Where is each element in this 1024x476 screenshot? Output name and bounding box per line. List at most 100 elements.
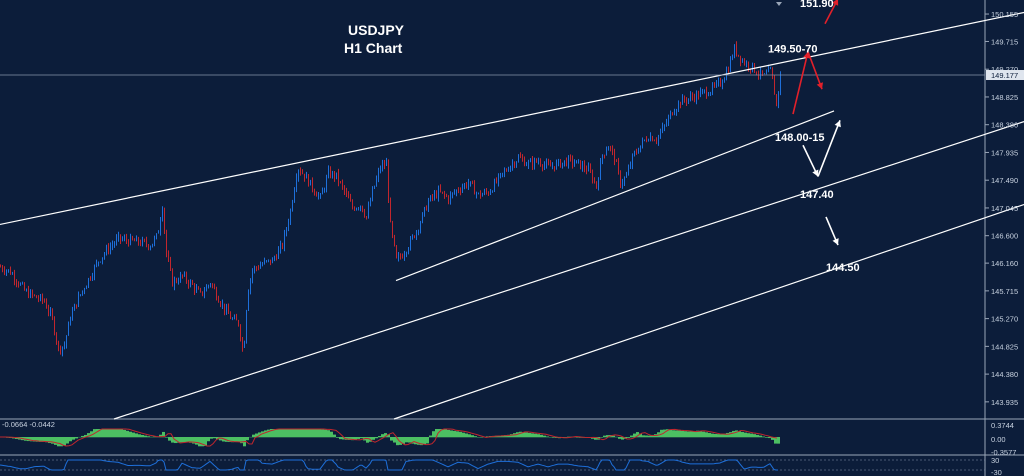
indicator-histogram-bar [351,437,354,441]
price-target-label: 149.50-70 [768,44,818,56]
indicator-histogram-bar [183,437,186,443]
forecast-arrows [792,0,841,246]
arrow-shaft [792,51,809,115]
indicator-histogram-bar [90,431,93,438]
indicator-histogram-bar [357,437,360,439]
indicator-tick-label: -0.3577 [991,448,1016,457]
indicator-histogram-bar [273,429,276,438]
indicator-histogram-bar [627,437,630,438]
y-tick-label: 148.825 [991,93,1018,102]
arrow-head-icon [832,0,839,6]
indicator-histogram-bar [414,437,417,445]
indicator-histogram-bar [375,437,378,439]
price-annotations: 151.90 149.50-70 148.00-15 147.40 144.50 [768,0,860,274]
price-target-label: 147.40 [800,189,834,201]
indicator-histogram-bar [48,437,51,444]
y-tick-label: 144.825 [991,342,1018,351]
indicator-histogram-bar [711,433,714,438]
indicator-histogram-bar [228,437,231,443]
indicator-histogram-bar [333,434,336,438]
indicator-histogram-bar [318,429,321,438]
indicator-histogram-bar [282,429,285,438]
indicator-histogram-bar [210,437,213,439]
oscillator-indicator-pane: 30-30 [0,456,1002,476]
arrow-head-icon [832,238,839,246]
indicator-histogram-bar [321,429,324,438]
indicator-histogram-bar [39,437,42,442]
macd-indicator-pane: -0.0664 -0.0442 0.3744 0.00 -0.3577 [0,420,1016,457]
indicator-histogram-bar [354,437,357,440]
indicator-histogram-bar [291,429,294,438]
indicator-histogram-bar [378,435,381,438]
indicator-histogram-bar [204,437,207,447]
indicator-histogram-bar [213,437,216,439]
indicator-histogram-bar [603,435,606,438]
indicator-histogram-bar [201,437,204,447]
indicator-histogram-bar [471,435,474,438]
indicator-histogram-bar [444,429,447,438]
indicator-signal-line [0,428,778,447]
indicator-histogram-bar [660,429,663,438]
indicator-histogram-bar [699,431,702,438]
indicator-histogram-bar [84,434,87,438]
indicator-histogram-bar [165,437,168,438]
indicator-histogram-bar [126,430,129,438]
indicator-histogram-bar [57,437,60,447]
indicator-histogram-bar [420,437,423,446]
arrow-head-icon [816,82,823,90]
indicator-histogram-bar [456,431,459,438]
arrow-head-icon [812,169,819,177]
chart-timeframe-title: H1 Chart [344,40,403,56]
indicator-histogram-bar [66,437,69,444]
indicator-histogram-bar [138,434,141,438]
indicator-histogram-bar [198,437,201,447]
indicator-histogram-bar [267,429,270,438]
indicator-histogram-bar [720,434,723,438]
trend-channel-line [113,121,1024,420]
indicator-histogram-bar [231,437,234,443]
indicator-histogram-bar [360,437,363,439]
indicator-histogram-bar [747,433,750,438]
y-tick-label: 149.270 [991,65,1018,74]
indicator-histogram-bar [336,437,339,438]
indicator-histogram-bar [687,431,690,438]
indicator-histogram-bar [339,437,342,440]
indicator-histogram-bar [771,437,774,440]
indicator-histogram-bar [552,437,555,438]
indicator-histogram-bar [264,430,267,438]
indicator-histogram-bar [501,435,504,438]
indicator-histogram-bar [702,431,705,438]
price-axis: 150.155 149.715 149.270 148.825 148.380 147.9… [985,10,1024,407]
indicator-tick-label: 0.3744 [991,421,1014,430]
indicator-histogram-bar [690,431,693,438]
indicator-histogram-bar [309,429,312,438]
trend-channel-line [0,11,1024,226]
current-price-badge [986,70,1024,81]
indicator-histogram-bar [195,437,198,445]
indicator-histogram-bar [600,437,603,438]
indicator-histogram-bar [519,431,522,438]
indicator-histogram-bar [285,429,288,438]
indicator-histogram-bar [744,432,747,438]
indicator-histogram-bar [384,433,387,438]
indicator-histogram-bar [645,435,648,438]
indicator-histogram-bar [651,434,654,438]
indicator-histogram-bar [405,437,408,443]
indicator-histogram-bar [129,431,132,438]
indicator-values-label: -0.0664 -0.0442 [2,420,55,429]
indicator-histogram-bar [135,433,138,438]
indicator-histogram-bar [540,434,543,438]
indicator-histogram-bar [45,437,48,443]
indicator-histogram-bar [42,437,45,442]
indicator-histogram-bar [636,432,639,438]
indicator-histogram-bar [141,434,144,438]
indicator-histogram-bar [465,433,468,438]
indicator-histogram-bar [543,435,546,438]
y-tick-label: 145.715 [991,287,1018,296]
indicator-histogram-bar [681,430,684,438]
indicator-histogram-bar [768,437,771,439]
indicator-histogram-bar [612,435,615,438]
y-tick-label: 148.380 [991,121,1018,130]
indicator-histogram-bar [96,429,99,438]
indicator-histogram-bar [576,437,579,438]
